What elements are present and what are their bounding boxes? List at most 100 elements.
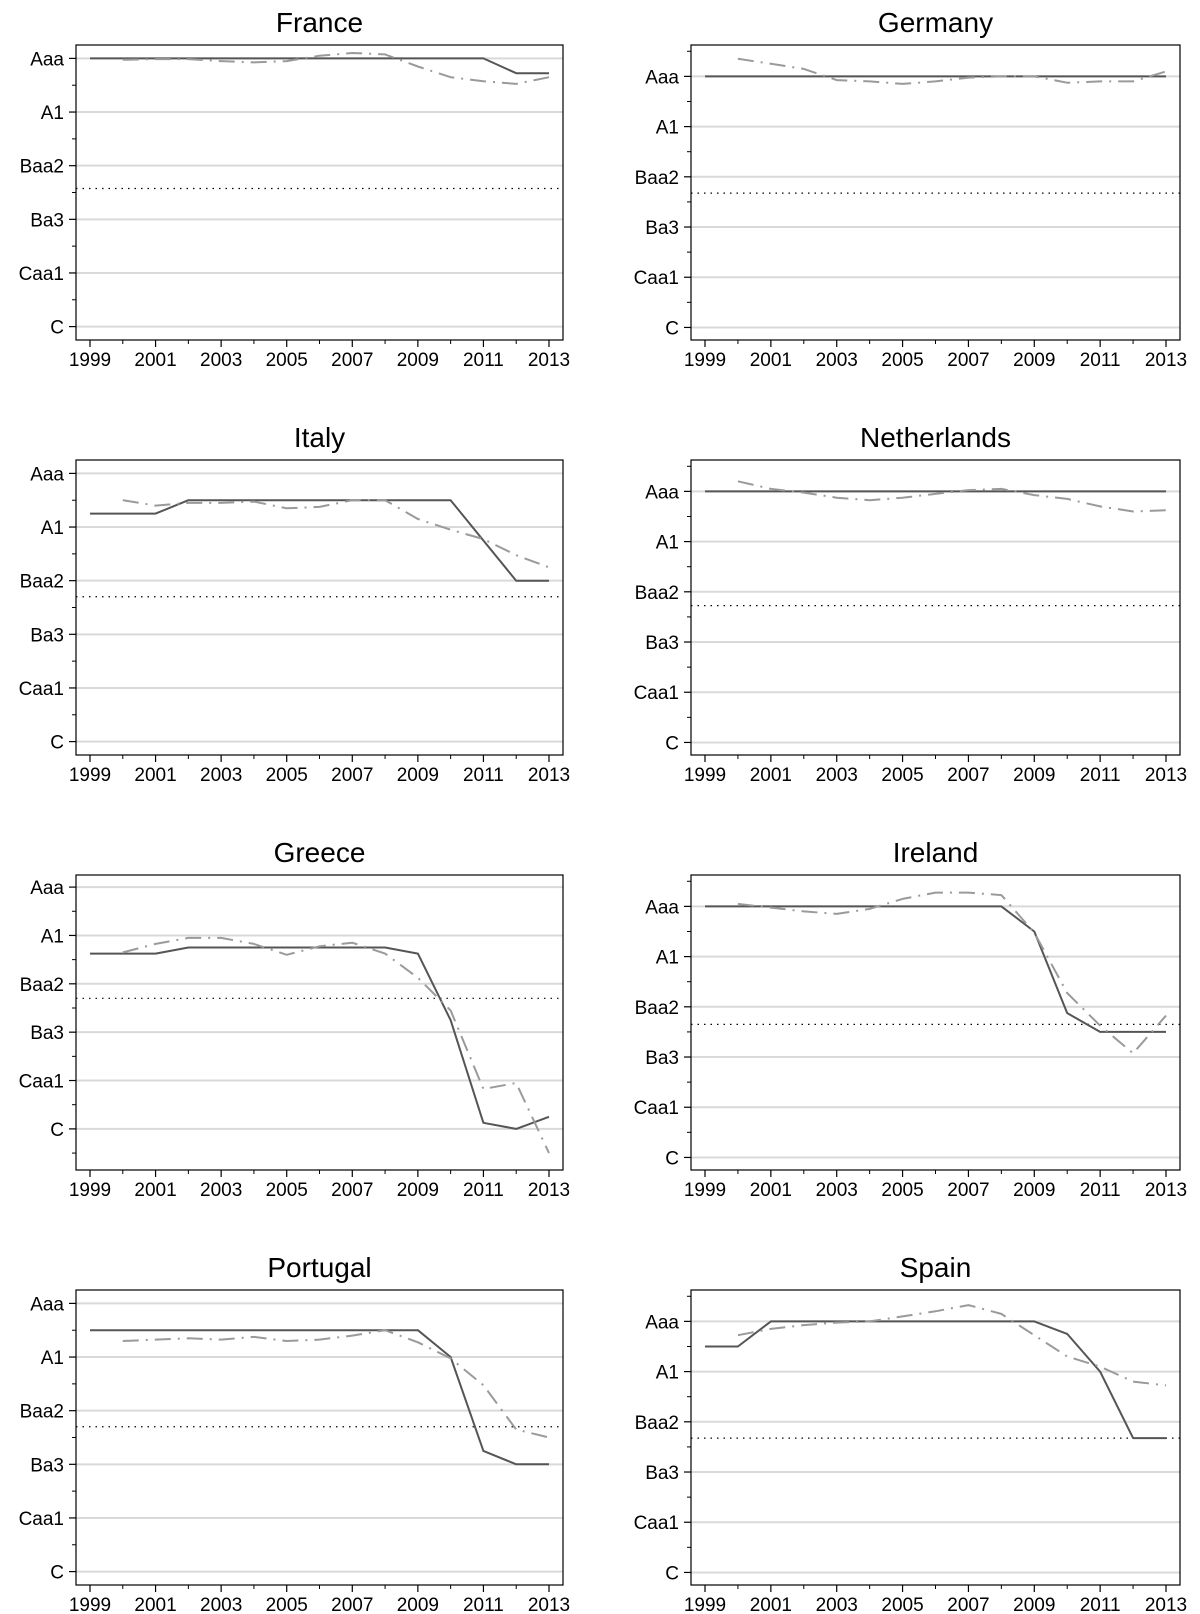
panel-title: Italy [294, 422, 345, 453]
x-tick-label: 2007 [331, 1180, 373, 1201]
y-tick-label: C [665, 1148, 679, 1169]
y-tick-label: C [50, 733, 64, 754]
x-tick-label: 2001 [750, 1595, 792, 1614]
plot-frame [690, 459, 1181, 756]
y-tick-label: Caa1 [634, 1098, 679, 1119]
y-tick-label: Aaa [30, 878, 64, 899]
x-tick-label: 2009 [397, 1595, 439, 1614]
y-tick-label: Baa2 [635, 998, 679, 1019]
y-tick-label: Aaa [645, 67, 679, 88]
x-tick-label: 2003 [200, 350, 242, 371]
x-tick-label: 1999 [69, 350, 111, 371]
x-tick-label: 1999 [69, 1595, 111, 1614]
series-dashdot-line [737, 891, 1167, 1055]
y-tick-label: Ba3 [30, 210, 64, 231]
plot-frame [690, 874, 1181, 1171]
y-tick-label: Caa1 [19, 679, 64, 700]
y-tick-label: A1 [41, 103, 64, 124]
y-tick-label: Ba3 [645, 1463, 679, 1484]
series-dashdot-line [737, 1304, 1167, 1387]
plot-frame [690, 44, 1181, 341]
x-tick-label: 2001 [134, 350, 176, 371]
x-tick-label: 2005 [881, 1595, 923, 1614]
x-tick-label: 2003 [200, 765, 242, 786]
x-tick-label: 2003 [816, 1595, 858, 1614]
x-tick-label: 2013 [528, 1180, 570, 1201]
y-tick-label: Caa1 [19, 1509, 64, 1530]
x-tick-label: 2001 [134, 1180, 176, 1201]
x-tick-label: 2001 [134, 765, 176, 786]
plot-frame [75, 874, 564, 1171]
x-tick-label: 2005 [266, 350, 308, 371]
plot-frame [75, 44, 564, 341]
panel-title: Ireland [893, 837, 979, 868]
plot-frame [75, 1289, 564, 1586]
x-tick-label: 2005 [881, 350, 923, 371]
y-tick-label: C [665, 733, 679, 754]
series-dashdot-line [122, 1329, 550, 1439]
y-tick-label: Ba3 [645, 218, 679, 239]
x-tick-label: 2011 [463, 350, 504, 371]
x-tick-label: 2013 [528, 765, 570, 786]
y-tick-label: A1 [656, 118, 679, 139]
x-tick-label: 2005 [266, 765, 308, 786]
y-tick-label: Aaa [645, 897, 679, 918]
x-tick-label: 2005 [881, 1180, 923, 1201]
y-tick-label: C [50, 1563, 64, 1584]
x-tick-label: 2007 [947, 1595, 989, 1614]
series-solid-line [90, 1329, 549, 1466]
panel-title: Portugal [267, 1252, 371, 1283]
x-tick-label: 2001 [134, 1595, 176, 1614]
x-tick-label: 2011 [463, 765, 504, 786]
x-tick-label: 2003 [200, 1180, 242, 1201]
x-tick-label: 2001 [750, 765, 792, 786]
x-tick-label: 2013 [528, 350, 570, 371]
x-tick-label: 2009 [1013, 1595, 1055, 1614]
panel-title: Greece [274, 837, 366, 868]
y-tick-label: Baa2 [20, 157, 64, 178]
x-tick-label: 2013 [1145, 350, 1187, 371]
x-tick-label: 2003 [816, 1180, 858, 1201]
x-tick-label: 2009 [1013, 350, 1055, 371]
series-solid-line [705, 905, 1166, 1033]
y-tick-label: Aaa [645, 482, 679, 503]
panel-spain: Spain Aaa A1 Baa2 Ba3 Caa1 C 1999 2001 2003 2005 20… [634, 1252, 1188, 1614]
x-tick-label: 1999 [684, 1595, 726, 1614]
x-tick-label: 2011 [1080, 350, 1121, 371]
y-tick-label: Caa1 [634, 268, 679, 289]
x-tick-label: 2013 [1145, 765, 1187, 786]
y-tick-label: Aaa [645, 1312, 679, 1333]
y-tick-label: A1 [41, 1348, 64, 1369]
y-tick-label: Ba3 [645, 1048, 679, 1069]
y-tick-label: A1 [41, 518, 64, 539]
x-tick-label: 2011 [1080, 765, 1121, 786]
y-tick-label: C [665, 318, 679, 339]
y-tick-label: Baa2 [20, 572, 64, 593]
y-tick-label: A1 [41, 926, 64, 947]
y-tick-label: C [665, 1563, 679, 1584]
y-tick-label: Aaa [30, 49, 64, 70]
x-tick-label: 2013 [1145, 1595, 1187, 1614]
x-tick-label: 1999 [684, 765, 726, 786]
series-solid-line [90, 946, 550, 1130]
y-tick-label: Ba3 [30, 1023, 64, 1044]
y-tick-label: A1 [656, 1363, 679, 1384]
panel-title: France [276, 7, 363, 38]
y-tick-label: Caa1 [19, 1072, 64, 1093]
x-tick-label: 2007 [331, 765, 373, 786]
x-tick-label: 2003 [816, 350, 858, 371]
x-tick-label: 2011 [463, 1180, 504, 1201]
panel-title: Germany [878, 7, 993, 38]
x-tick-label: 2007 [331, 350, 373, 371]
panel-greece: Greece Aaa A1 Baa2 Ba3 Caa1 C 1999 2001 2003 2005 2… [19, 837, 571, 1201]
x-tick-label: 2013 [1145, 1180, 1187, 1201]
y-tick-label: Caa1 [19, 264, 64, 285]
x-tick-label: 2005 [266, 1595, 308, 1614]
y-tick-label: Baa2 [20, 975, 64, 996]
y-tick-label: Baa2 [635, 583, 679, 604]
